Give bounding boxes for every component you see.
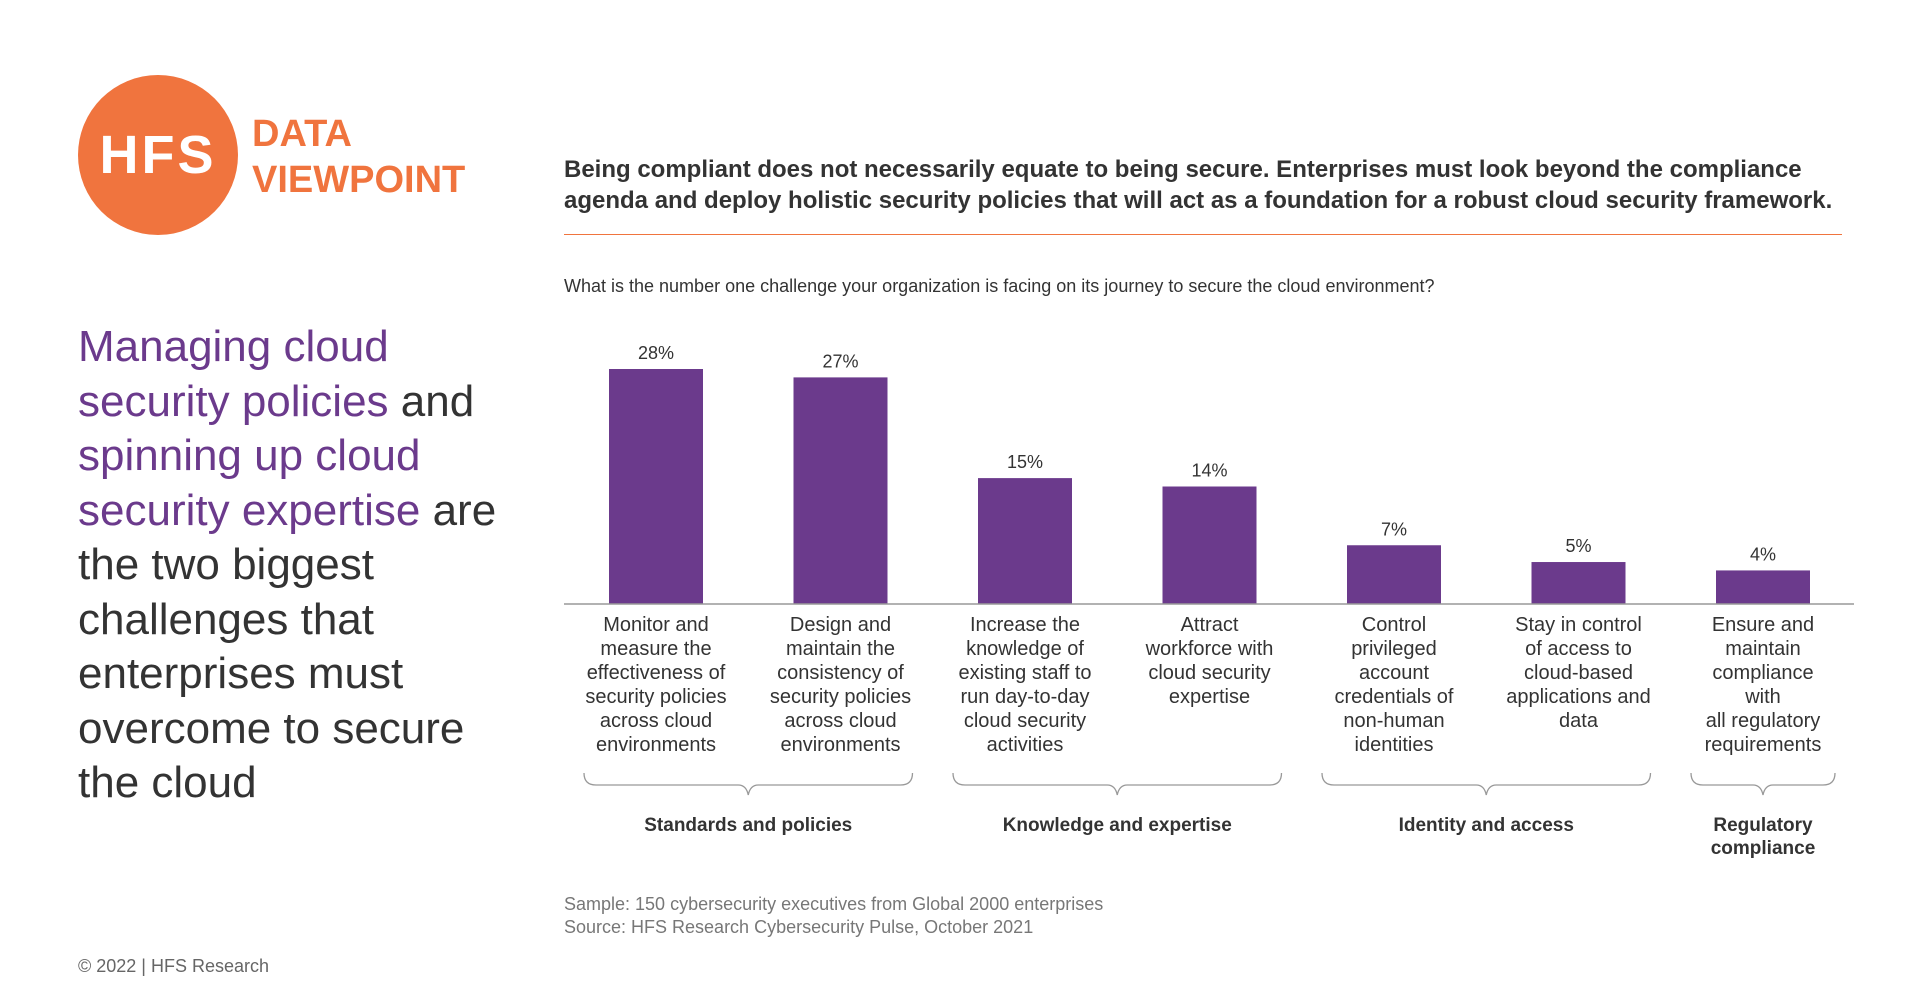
bar-5: [1347, 545, 1441, 604]
group-brace-2: [952, 772, 1283, 796]
bar-3: [978, 478, 1072, 604]
logo-line-viewpoint: VIEWPOINT: [252, 159, 466, 201]
category-label-6: Stay in control of access to cloud-based ap…: [1506, 614, 1651, 732]
bar-value-label-7: 4%: [1750, 544, 1776, 564]
logo-line-data: DATA: [252, 113, 352, 155]
group-brace-1: [583, 772, 914, 796]
bar-value-label-4: 14%: [1191, 461, 1227, 481]
category-label-3: Increase the knowledge of existing staff t…: [958, 614, 1091, 756]
bar-value-label-5: 7%: [1381, 519, 1407, 539]
category-label-5: Control privileged account credentials of no…: [1335, 614, 1454, 756]
category-label-1: Monitor and measure the effectiveness of se…: [585, 614, 726, 756]
logo-wordmark: DATA VIEWPOINT: [252, 111, 465, 203]
category-label-7: Ensure and maintain compliance with all regu…: [1705, 614, 1822, 756]
hfs-logo-mark: HFS: [78, 75, 238, 235]
bar-value-label-2: 27%: [822, 351, 858, 371]
headline-highlight-2: spinning up cloud security expertise: [78, 431, 421, 535]
headline-text-2: are the two biggest challenges that ente…: [78, 485, 497, 808]
group-label-2: Knowledge and expertise: [1003, 815, 1232, 836]
bar-value-label-6: 5%: [1565, 536, 1591, 556]
group-label-3: Identity and access: [1399, 815, 1574, 836]
divider-rule: [564, 234, 1842, 235]
key-takeaway: Being compliant does not necessarily equ…: [564, 156, 1833, 214]
bar-2: [793, 377, 888, 604]
bar-4: [1162, 486, 1257, 604]
copyright: © 2022 | HFS Research: [78, 956, 270, 976]
group-brace-4: [1690, 772, 1836, 796]
group-label-1: Standards and policies: [644, 815, 852, 836]
group-brace-3: [1321, 772, 1652, 796]
bar-value-label-1: 28%: [638, 343, 674, 363]
category-label-4: Attract workforce with cloud security exper…: [1145, 614, 1274, 708]
footnote: Sample: 150 cybersecurity executives fro…: [564, 893, 1103, 939]
sample-note: Sample: 150 cybersecurity executives fro…: [564, 894, 1104, 914]
bar-1: [609, 369, 703, 604]
source-note: Source: HFS Research Cybersecurity Pulse…: [564, 917, 1034, 937]
headline-text-1: and: [388, 376, 475, 426]
headline-highlight-1: Managing cloud security policies: [78, 322, 389, 426]
survey-question: What is the number one challenge your or…: [564, 276, 1435, 296]
bar-value-label-3: 15%: [1007, 452, 1043, 472]
group-label-4: Regulatory compliance: [1711, 815, 1816, 859]
headline: Managing cloud security policies and spi…: [78, 320, 518, 811]
bar-7: [1716, 570, 1810, 604]
category-label-2: Design and maintain the consistency of secu…: [770, 614, 911, 756]
bar-6: [1531, 562, 1626, 604]
